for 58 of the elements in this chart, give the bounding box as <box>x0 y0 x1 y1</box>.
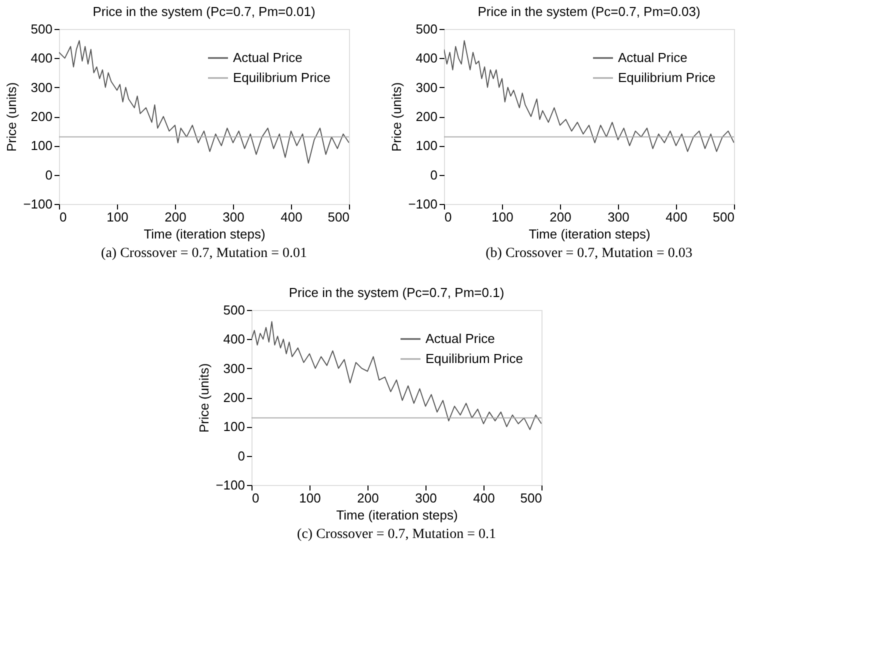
x-tick-label: 400 <box>666 210 688 224</box>
text: (c) Crossover = 0.7, Mutation = 0.1 <box>297 527 496 542</box>
x-axis-title: Time (iteration steps) <box>528 226 650 242</box>
y-tick-label: −100 <box>408 196 438 212</box>
x-axis-title: Time (iteration steps) <box>336 508 458 522</box>
y-tick-label: 100 <box>30 138 52 154</box>
line-series <box>444 40 734 152</box>
y-tick-label: −100 <box>23 196 52 212</box>
y-tick-label: −100 <box>216 478 245 492</box>
y-tick-label: 0 <box>430 167 438 182</box>
chart-title: Price in the system (Pc=0.7, Pm=0.03) <box>478 4 700 19</box>
y-axis-title: Price (units) <box>389 82 404 152</box>
y-tick-label: 400 <box>223 332 245 347</box>
y-tick-label: 500 <box>223 302 245 318</box>
y-tick-label: 100 <box>416 138 438 154</box>
x-tick-label: 400 <box>280 210 302 224</box>
x-tick-label: 200 <box>357 490 379 506</box>
legend-label: Equilibrium Price <box>618 70 716 85</box>
x-tick-label: 500 <box>328 210 350 224</box>
x-tick-label: 0 <box>60 210 67 224</box>
y-tick-label: 100 <box>223 419 245 434</box>
y-tick-label: 500 <box>416 22 438 36</box>
legend-label: Equilibrium Price <box>233 70 331 85</box>
legend-label: Actual Price <box>618 50 688 65</box>
y-tick-label: 400 <box>30 50 52 66</box>
y-tick-label: 400 <box>416 50 438 66</box>
legend-label: Equilibrium Price <box>426 351 524 366</box>
y-tick-label: 200 <box>416 109 438 124</box>
y-axis-title: Price (units) <box>4 82 20 152</box>
y-tick-label: 0 <box>45 167 52 182</box>
x-tick-label: 200 <box>164 210 186 224</box>
y-tick-label: 300 <box>223 360 245 376</box>
y-tick-label: 200 <box>223 390 245 405</box>
chart-title: Price in the system (Pc=0.7, Pm=0.1) <box>288 285 504 300</box>
x-tick-label: 0 <box>252 490 260 506</box>
x-tick-label: 200 <box>550 210 572 224</box>
x-tick-label: 300 <box>608 210 630 224</box>
line-series <box>252 321 542 430</box>
x-tick-label: 500 <box>520 490 542 506</box>
y-tick-label: 500 <box>30 22 52 36</box>
y-tick-label: 300 <box>416 80 438 95</box>
x-tick-label: 100 <box>299 490 321 506</box>
y-tick-label: 300 <box>30 80 52 95</box>
y-tick-label: 0 <box>238 448 245 464</box>
text: (a) Crossover = 0.7, Mutation = 0.01 <box>101 246 307 261</box>
x-tick-label: 500 <box>712 210 734 224</box>
y-axis-title: Price (units) <box>196 363 212 433</box>
x-axis-title: Time (iteration steps) <box>144 226 266 242</box>
x-tick-label: 400 <box>473 490 495 506</box>
y-tick-label: 200 <box>30 109 52 124</box>
x-tick-label: 100 <box>492 210 514 224</box>
x-tick-label: 0 <box>444 210 452 224</box>
line-series <box>59 40 349 164</box>
legend-label: Actual Price <box>233 50 302 65</box>
text: (b) Crossover = 0.7, Mutation = 0.03 <box>486 246 692 261</box>
legend-label: Actual Price <box>426 331 495 346</box>
chart-title: Price in the system (Pc=0.7, Pm=0.01) <box>92 4 316 19</box>
x-tick-label: 100 <box>106 210 128 224</box>
